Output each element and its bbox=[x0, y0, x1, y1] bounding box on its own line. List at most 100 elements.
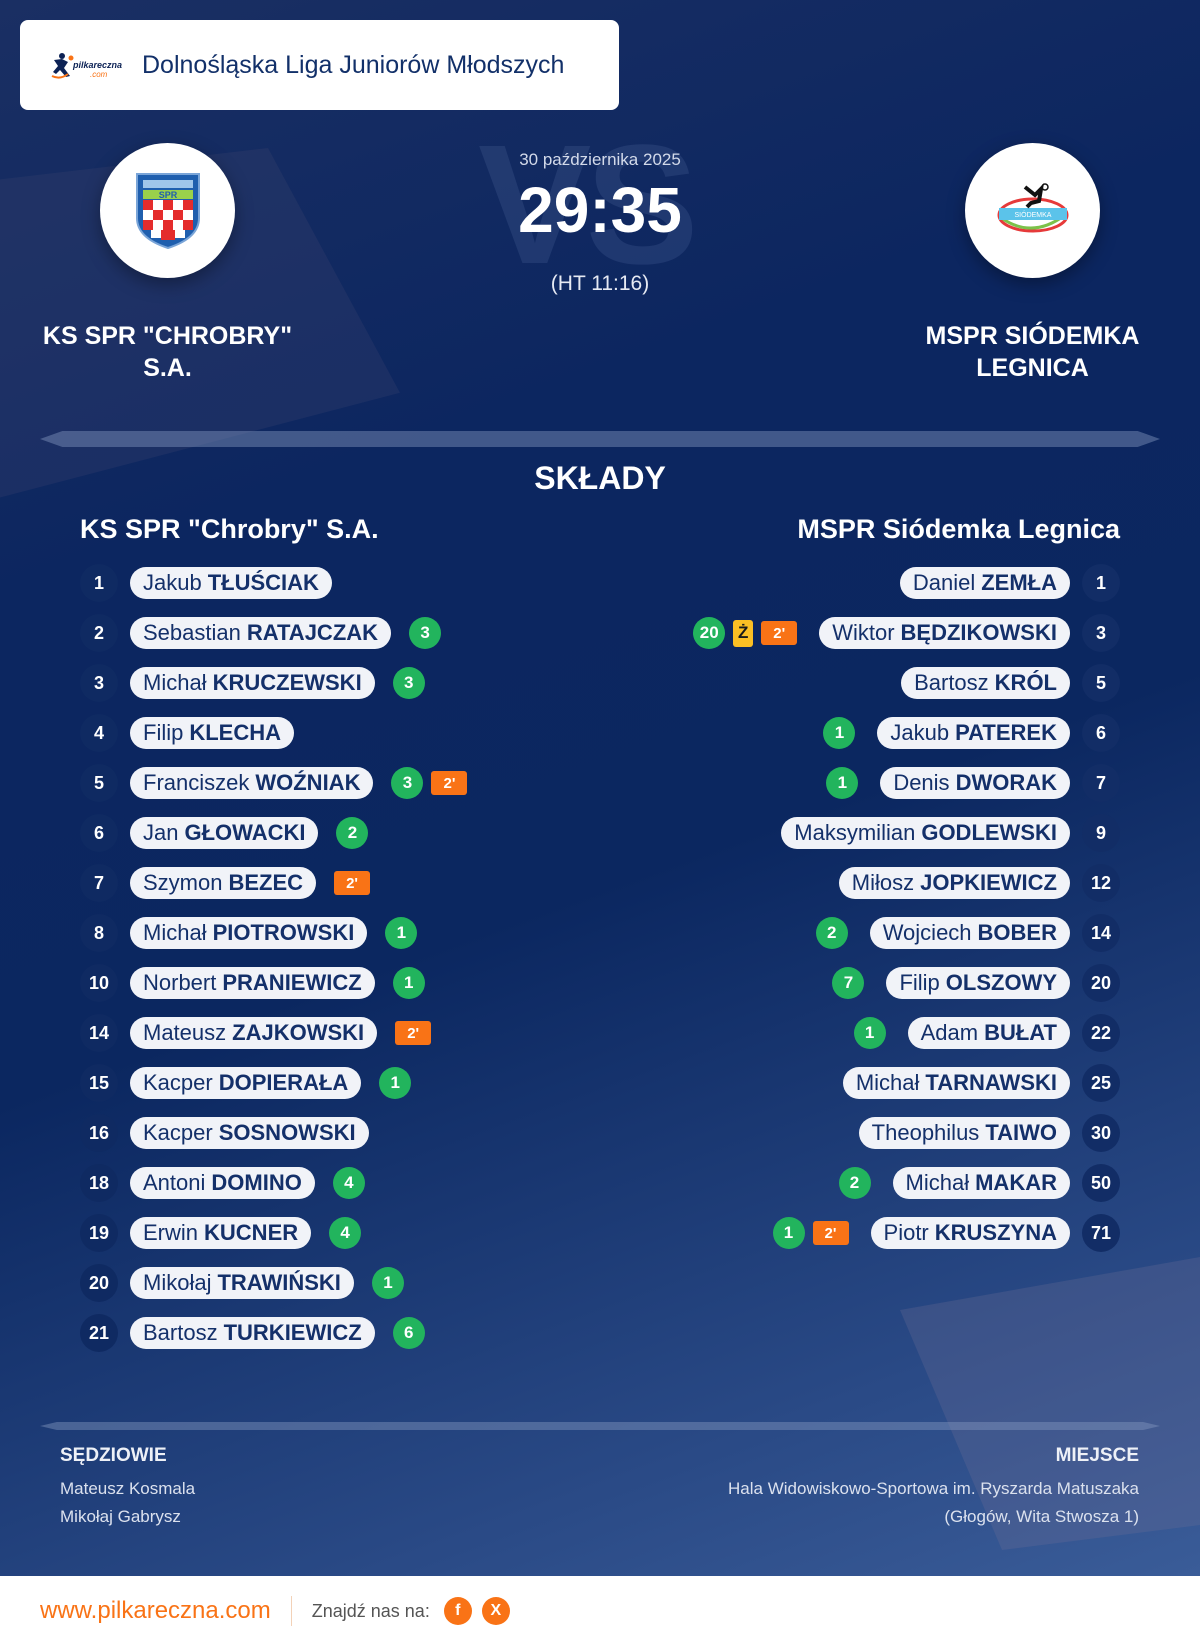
player-last-name: TURKIEWICZ bbox=[223, 1320, 362, 1345]
player-row: 1 Jakub TŁUŚCIAK bbox=[80, 558, 467, 608]
player-stats: 7 bbox=[832, 967, 865, 999]
lineups-title: SKŁADY bbox=[534, 460, 666, 496]
player-last-name: DOMINO bbox=[211, 1170, 302, 1195]
facebook-icon[interactable]: f bbox=[443, 1597, 472, 1625]
goals-badge: 1 bbox=[379, 1067, 412, 1099]
player-first-name: Norbert bbox=[143, 970, 217, 995]
player-name: Miłosz JOPKIEWICZ bbox=[838, 867, 1070, 899]
player-stats: 1 bbox=[853, 1017, 886, 1049]
player-number: 14 bbox=[80, 1014, 118, 1052]
venue-title: MIEJSCE bbox=[1055, 1445, 1139, 1466]
goals-badge: 1 bbox=[385, 917, 418, 949]
player-name: Maksymilian GODLEWSKI bbox=[781, 817, 1070, 849]
player-first-name: Kacper bbox=[143, 1070, 213, 1095]
find-us-label: Znajdź nas na: bbox=[311, 1600, 430, 1621]
player-number: 30 bbox=[1082, 1114, 1120, 1152]
player-last-name: TRAWIŃSKI bbox=[217, 1270, 341, 1295]
player-number: 5 bbox=[80, 764, 118, 802]
player-name: Szymon BEZEC bbox=[130, 867, 317, 899]
player-last-name: PRANIEWICZ bbox=[222, 970, 362, 995]
goals-badge: 3 bbox=[391, 767, 424, 799]
player-name: Wojciech BOBER bbox=[869, 917, 1070, 949]
player-first-name: Franciszek bbox=[143, 770, 250, 795]
home-lineup-title: KS SPR "Chrobry" S.A. bbox=[80, 514, 379, 544]
player-name: Erwin KUCNER bbox=[130, 1217, 312, 1249]
player-first-name: Daniel bbox=[912, 570, 976, 595]
player-name: Norbert PRANIEWICZ bbox=[130, 967, 375, 999]
player-number: 15 bbox=[80, 1064, 118, 1102]
venue-address: (Głogów, Wita Stwosza 1) bbox=[944, 1507, 1139, 1526]
player-name: Antoni DOMINO bbox=[130, 1167, 315, 1199]
player-first-name: Sebastian bbox=[143, 620, 241, 645]
player-stats: 2' bbox=[395, 1021, 432, 1045]
goals-badge: 7 bbox=[832, 967, 865, 999]
player-last-name: PIOTROWSKI bbox=[212, 920, 355, 945]
player-row: 20 Mikołaj TRAWIŃSKI 1 bbox=[80, 1258, 467, 1308]
player-last-name: BĘDZIKOWSKI bbox=[900, 620, 1057, 645]
player-first-name: Mateusz bbox=[143, 1020, 227, 1045]
goals-badge: 3 bbox=[409, 617, 442, 649]
player-row: 7 Szymon BEZEC 2' bbox=[80, 858, 467, 908]
divider bbox=[40, 431, 1160, 447]
player-stats: 3 bbox=[409, 617, 442, 649]
player-number: 3 bbox=[80, 664, 118, 702]
player-first-name: Miłosz bbox=[851, 870, 915, 895]
player-stats: 1 bbox=[371, 1267, 404, 1299]
referees-section: SĘDZIOWIE Mateusz Kosmala Mikołaj Gabrys… bbox=[60, 1445, 195, 1531]
player-stats: 2 bbox=[336, 817, 369, 849]
player-row: 1 Jakub PATEREK 6 bbox=[693, 708, 1120, 758]
site-link[interactable]: www.pilkareczna.com bbox=[40, 1597, 271, 1624]
player-row: 1 2' Piotr KRUSZYNA 71 bbox=[693, 1208, 1120, 1258]
player-row: Maksymilian GODLEWSKI 9 bbox=[693, 808, 1120, 858]
goals-badge: 1 bbox=[853, 1017, 886, 1049]
venue-name: Hala Widowiskowo-Sportowa im. Ryszarda M… bbox=[728, 1479, 1139, 1498]
player-number: 71 bbox=[1082, 1214, 1120, 1252]
player-last-name: SOSNOWSKI bbox=[218, 1120, 356, 1145]
footer: www.pilkareczna.com Znajdź nas na: f X bbox=[0, 1576, 1200, 1646]
player-stats: 1 bbox=[385, 917, 418, 949]
player-stats: 4 bbox=[329, 1217, 362, 1249]
player-last-name: TŁUŚCIAK bbox=[207, 570, 319, 595]
player-row: 16 Kacper SOSNOWSKI bbox=[80, 1108, 467, 1158]
player-row: 3 Michał KRUCZEWSKI 3 bbox=[80, 658, 467, 708]
player-first-name: Denis bbox=[893, 770, 950, 795]
venue-section: MIEJSCE Hala Widowiskowo-Sportowa im. Ry… bbox=[728, 1445, 1139, 1531]
player-name: Filip KLECHA bbox=[130, 717, 295, 749]
player-number: 25 bbox=[1082, 1064, 1120, 1102]
player-row: 10 Norbert PRANIEWICZ 1 bbox=[80, 958, 467, 1008]
player-last-name: TARNAWSKI bbox=[925, 1070, 1057, 1095]
player-row: 14 Mateusz ZAJKOWSKI 2' bbox=[80, 1008, 467, 1058]
player-number: 18 bbox=[80, 1164, 118, 1202]
suspension-badge: 2' bbox=[812, 1221, 849, 1245]
player-last-name: KRUCZEWSKI bbox=[212, 670, 362, 695]
player-last-name: BUŁAT bbox=[984, 1020, 1057, 1045]
player-name: Jakub TŁUŚCIAK bbox=[130, 567, 332, 599]
player-first-name: Antoni bbox=[143, 1170, 206, 1195]
player-row: 2 Wojciech BOBER 14 bbox=[693, 908, 1120, 958]
player-row: 6 Jan GŁOWACKI 2 bbox=[80, 808, 467, 858]
player-name: Denis DWORAK bbox=[880, 767, 1070, 799]
goals-badge: 20 bbox=[693, 617, 726, 649]
svg-text:pilkareczna: pilkareczna bbox=[72, 60, 122, 70]
player-stats: 20 Ż 2' bbox=[693, 617, 798, 649]
player-first-name: Jakub bbox=[143, 570, 202, 595]
player-first-name: Piotr bbox=[883, 1220, 929, 1245]
away-lineup-title: MSPR Siódemka Legnica bbox=[797, 514, 1120, 544]
player-last-name: DWORAK bbox=[955, 770, 1057, 795]
player-name: Bartosz KRÓL bbox=[901, 667, 1070, 699]
player-row: 19 Erwin KUCNER 4 bbox=[80, 1208, 467, 1258]
player-name: Theophilus TAIWO bbox=[858, 1117, 1070, 1149]
player-last-name: RATAJCZAK bbox=[246, 620, 379, 645]
player-stats: 4 bbox=[332, 1167, 365, 1199]
player-name: Adam BUŁAT bbox=[907, 1017, 1070, 1049]
player-row: 1 Adam BUŁAT 22 bbox=[693, 1008, 1120, 1058]
suspension-badge: 2' bbox=[431, 771, 468, 795]
player-number: 1 bbox=[80, 564, 118, 602]
player-name: Franciszek WOŹNIAK bbox=[130, 767, 374, 799]
suspension-badge: 2' bbox=[395, 1021, 432, 1045]
player-stats: 6 bbox=[392, 1317, 425, 1349]
player-number: 21 bbox=[80, 1314, 118, 1352]
x-icon[interactable]: X bbox=[481, 1597, 510, 1625]
away-roster: Daniel ZEMŁA 1 20 Ż 2' Wiktor BĘDZIKOWSKI 3 Barto… bbox=[693, 558, 1120, 1258]
player-row: Michał TARNAWSKI 25 bbox=[693, 1058, 1120, 1108]
